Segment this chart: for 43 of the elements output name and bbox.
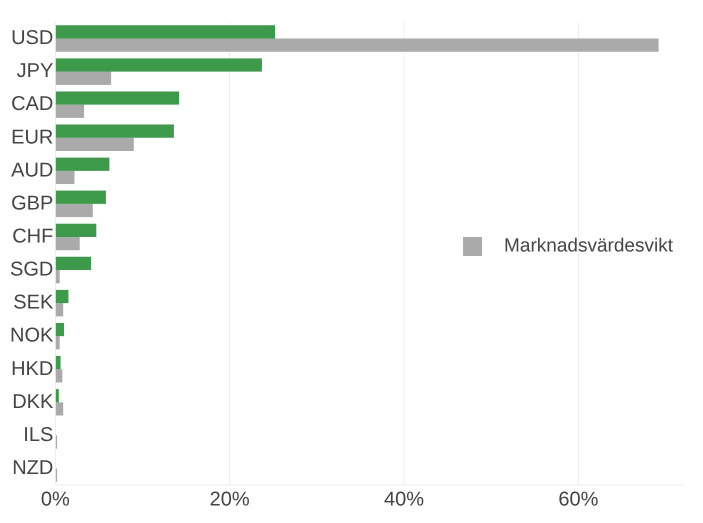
bar <box>56 138 134 151</box>
y-tick-label: USD <box>11 27 54 50</box>
bar <box>56 72 112 85</box>
y-tick-label: NZD <box>12 456 54 479</box>
bar <box>56 389 59 402</box>
bar <box>56 356 61 370</box>
y-tick-label: SGD <box>10 258 54 281</box>
bar <box>56 402 64 416</box>
y-tick-label: NOK <box>10 324 54 347</box>
bar <box>56 270 60 284</box>
y-tick-label: EUR <box>11 126 54 148</box>
x-tick-label: 60% <box>558 488 599 511</box>
bar <box>56 190 106 204</box>
y-tick-label: CAD <box>11 93 54 116</box>
y-tick-label: JPY <box>16 60 54 82</box>
bar <box>56 256 92 270</box>
bar <box>56 170 75 184</box>
bar <box>56 158 110 171</box>
bar <box>56 290 68 304</box>
bar <box>56 204 93 218</box>
y-tick-label: SEK <box>13 292 54 314</box>
bar <box>56 322 64 336</box>
bar <box>56 236 80 250</box>
bar <box>56 58 262 72</box>
legend-label: Marknadsvärdesvikt <box>504 236 674 257</box>
x-tick-label: 0% <box>40 488 70 511</box>
bar <box>56 38 659 52</box>
y-tick-label: GBP <box>11 192 54 214</box>
bar <box>56 303 64 316</box>
y-tick-label: CHF <box>12 225 54 248</box>
y-tick-label: DKK <box>12 390 54 413</box>
bar <box>56 124 174 138</box>
bar <box>56 369 62 382</box>
bar <box>56 91 180 105</box>
x-tick-label: 20% <box>210 488 250 511</box>
y-tick-label: HKD <box>11 358 54 380</box>
bar <box>56 104 84 118</box>
x-tick-label: 40% <box>384 488 424 511</box>
bar <box>56 224 96 237</box>
bar <box>56 336 60 350</box>
bar <box>56 25 276 39</box>
y-tick-label: AUD <box>11 159 54 182</box>
y-tick-label: ILS <box>23 424 54 446</box>
